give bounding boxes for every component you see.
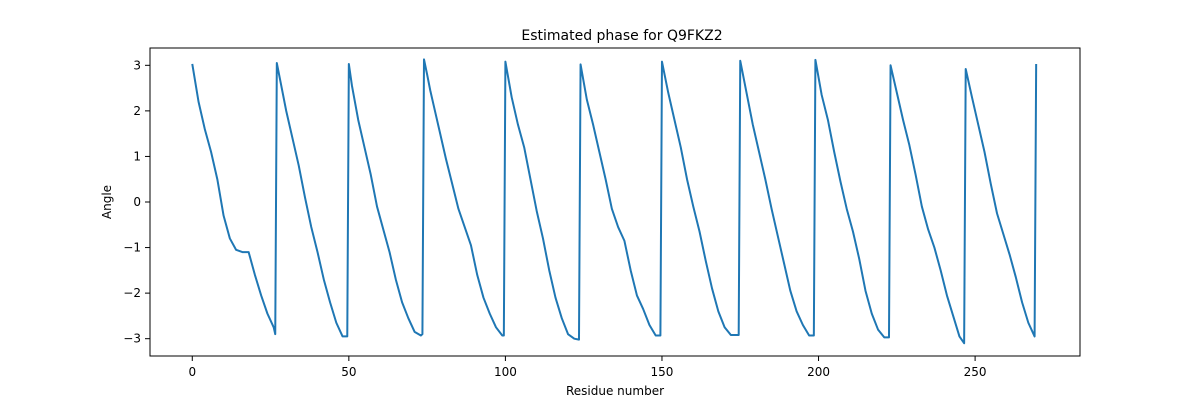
y-tick-label: 3: [133, 58, 141, 72]
y-tick-label: 1: [133, 149, 141, 163]
y-tick-label: −2: [123, 286, 141, 300]
x-tick-label: 0: [188, 365, 196, 379]
y-axis-label: Angle: [100, 185, 114, 219]
x-tick-label: 50: [341, 365, 356, 379]
x-tick-label: 200: [807, 365, 830, 379]
chart-title: Estimated phase for Q9FKZ2: [521, 28, 722, 44]
y-tick-label: −1: [123, 241, 141, 255]
x-tick-label: 150: [651, 365, 674, 379]
x-tick-label: 250: [964, 365, 987, 379]
phase-series-line: [191, 58, 1038, 345]
y-axis-ticks: −3 −2 −1 0 1 2 3: [123, 58, 150, 346]
y-tick-label: −3: [123, 332, 141, 346]
x-axis-ticks: 0 50 100 150 200 250: [188, 356, 987, 379]
x-tick-label: 100: [494, 365, 517, 379]
y-tick-label: 2: [133, 104, 141, 118]
x-axis-label: Residue number: [566, 384, 664, 398]
y-tick-label: 0: [133, 195, 141, 209]
